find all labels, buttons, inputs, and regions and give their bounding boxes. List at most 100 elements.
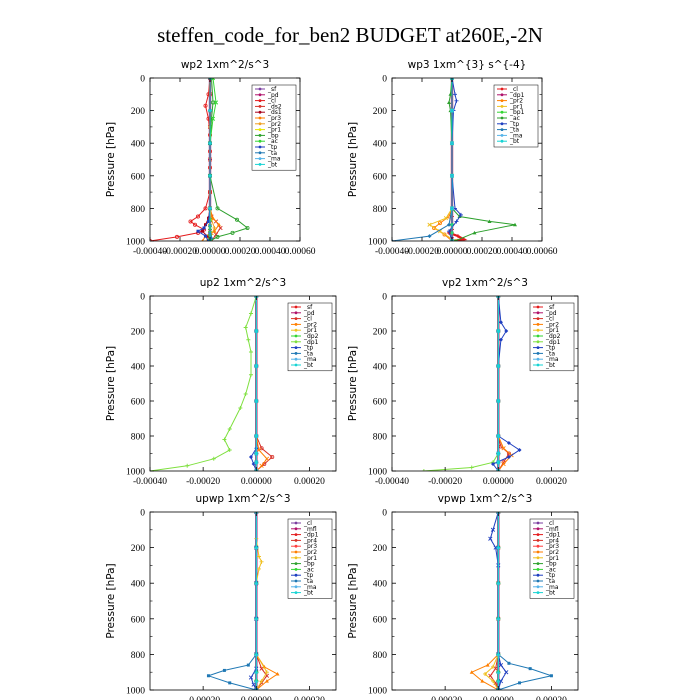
- legend-label: _bp: [267, 132, 279, 139]
- series-marker: [487, 219, 492, 223]
- y-tick-label: 600: [373, 615, 388, 625]
- series-marker: [449, 108, 455, 113]
- legend-label: _pd: [545, 310, 557, 317]
- series-marker: [496, 434, 500, 438]
- series-marker: [203, 206, 208, 211]
- legend-marker: [258, 145, 262, 149]
- legend-label: _ta: [303, 578, 313, 585]
- series-group: [206, 512, 280, 690]
- legend-label: _dp2: [303, 333, 319, 340]
- legend-marker: [536, 340, 540, 344]
- x-tick-label: -0.00020: [186, 696, 220, 700]
- panel-title: vp2 1xm^2/s^3: [442, 277, 528, 289]
- series-marker: [245, 225, 250, 230]
- legend-label: _pr1: [303, 555, 317, 562]
- series-marker: [188, 219, 193, 224]
- series-marker: [507, 661, 511, 665]
- legend: _cl_dp1_pr2_pr1_bp1_ac_tp_ta_ma_bt: [493, 84, 539, 148]
- series-marker: [204, 234, 207, 238]
- series-marker: [427, 222, 432, 227]
- y-tick-label: 400: [373, 363, 388, 373]
- legend-marker: [294, 317, 298, 320]
- legend-marker: [258, 110, 262, 114]
- legend-marker: [258, 157, 262, 161]
- series-marker: [488, 673, 493, 678]
- y-tick-label: 1000: [126, 687, 145, 697]
- legend-label: _pr3: [303, 543, 317, 550]
- legend-marker: [294, 550, 298, 554]
- series-marker: [227, 448, 232, 452]
- series-marker: [211, 456, 216, 461]
- series-marker: [227, 427, 232, 431]
- series-marker: [443, 216, 449, 221]
- series-marker: [208, 108, 212, 113]
- y-tick-label: 0: [140, 293, 145, 303]
- chart-panel-2: wp3 1xm^{3} s^{-4} Pressure [hPa] 0 200 400 6…: [347, 59, 558, 257]
- series-marker: [259, 446, 264, 451]
- x-tick-label: 0.00040: [497, 247, 528, 257]
- legend-marker: [294, 334, 298, 338]
- series-marker: [208, 141, 212, 146]
- series-marker: [262, 664, 267, 669]
- legend-marker: [536, 346, 540, 349]
- series-marker: [211, 216, 215, 220]
- x-tick-label: 0.00020: [225, 247, 256, 257]
- series-marker: [256, 566, 261, 571]
- y-tick-label: 800: [131, 205, 146, 215]
- series-marker: [243, 392, 248, 396]
- series-marker: [234, 217, 239, 222]
- legend-marker: [536, 334, 540, 338]
- series-marker: [259, 559, 264, 564]
- series-marker: [230, 230, 235, 235]
- y-axis-label: Pressure [hPa]: [347, 346, 359, 421]
- series-line-bp: [209, 78, 249, 241]
- x-tick-label: -0.00040: [133, 477, 167, 487]
- x-tick-label: 0.00000: [241, 477, 272, 487]
- series-marker: [496, 460, 500, 464]
- legend-marker: [536, 328, 540, 332]
- series-marker: [248, 675, 254, 680]
- series-marker: [202, 226, 206, 230]
- y-tick-label: 0: [382, 75, 387, 85]
- legend-marker: [536, 556, 540, 560]
- legend-label: _sf: [545, 304, 555, 311]
- y-tick-label: 400: [131, 363, 146, 373]
- x-tick-label: -0.00020: [428, 696, 462, 700]
- legend-label: _pr1: [509, 103, 523, 110]
- legend-label: _ta: [267, 150, 277, 157]
- legend-label: _dp2: [545, 333, 561, 340]
- series-marker: [256, 554, 261, 559]
- series-marker: [449, 78, 455, 81]
- legend-label: _dp1: [303, 339, 319, 346]
- series-marker: [449, 206, 455, 211]
- series-marker: [504, 670, 509, 675]
- series-marker: [421, 469, 426, 471]
- series-marker: [504, 329, 509, 333]
- series-marker: [496, 364, 500, 368]
- series-marker: [518, 681, 522, 685]
- legend-marker: [536, 533, 540, 536]
- legend-marker: [536, 323, 540, 326]
- legend-label: _ta: [303, 350, 313, 357]
- series-marker: [254, 434, 258, 438]
- legend-label: _ma: [303, 356, 317, 363]
- legend-label: _ds2: [267, 103, 282, 110]
- series-marker: [192, 222, 197, 227]
- series-marker: [449, 238, 455, 241]
- legend-marker: [536, 357, 540, 361]
- legend-marker: [258, 105, 262, 108]
- legend-label: _tp: [545, 572, 555, 579]
- series-marker: [456, 234, 460, 239]
- legend-label: _pr3: [545, 543, 559, 550]
- series-marker: [498, 662, 504, 668]
- legend-marker: [294, 340, 298, 344]
- legend-label: _bt: [545, 362, 556, 369]
- series-marker: [485, 663, 490, 667]
- legend-marker: [258, 122, 262, 126]
- legend-label: _dp1: [545, 339, 561, 346]
- series-marker: [496, 452, 500, 455]
- legend-marker: [536, 562, 540, 565]
- series-marker: [207, 239, 210, 241]
- legend-label: _pd: [267, 92, 279, 99]
- legend-label: _dp1: [545, 532, 561, 539]
